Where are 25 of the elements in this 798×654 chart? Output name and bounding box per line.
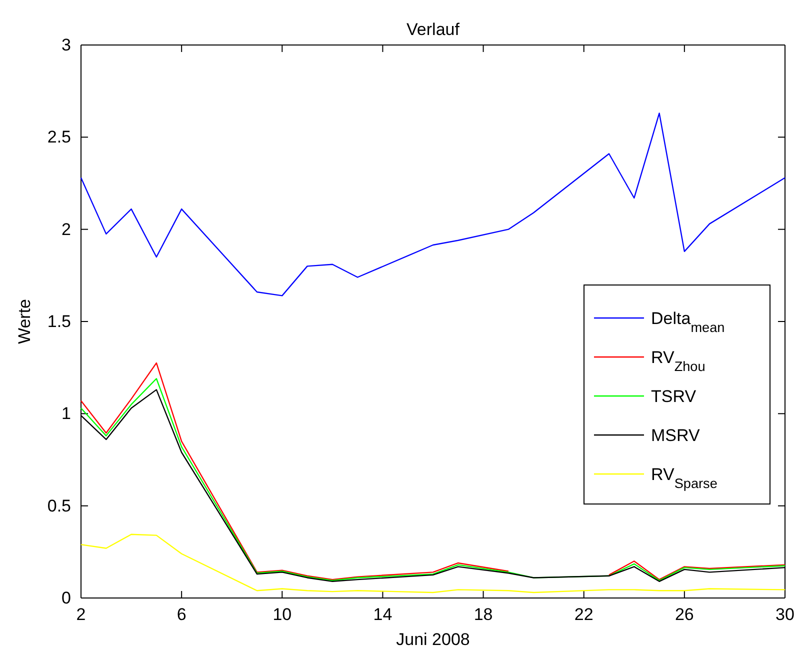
y-tick-label: 1.5 — [47, 312, 71, 331]
legend-label: RV$_{Zhou}$ — [651, 348, 706, 374]
x-tick-label: 2 — [76, 605, 86, 624]
x-axis-title: Juni 2008 — [396, 630, 470, 649]
y-tick-label: 2 — [62, 220, 71, 239]
legend-label: Delta$_{mean}$ — [651, 309, 725, 334]
x-tick-label: 22 — [574, 605, 594, 624]
y-tick-label: 3 — [62, 35, 71, 54]
x-tick-label: 18 — [474, 605, 493, 624]
x-tick-label: 30 — [776, 605, 794, 624]
x-tick-label: 14 — [373, 605, 392, 624]
x-tick-label: 6 — [176, 605, 186, 624]
x-tick-label: 10 — [272, 605, 292, 624]
y-tick-label: 1 — [62, 404, 71, 424]
legend-label: MSRV — [651, 426, 700, 445]
legend-label: RV$_{Sparse}$ — [651, 465, 718, 490]
y-tick-label: 0.5 — [47, 496, 71, 516]
chart-title: Verlauf — [406, 20, 460, 39]
legend-label: TSRV — [651, 387, 697, 406]
x-tick-label: 26 — [674, 605, 694, 624]
y-tick-label: 0 — [62, 588, 71, 608]
line-series — [80, 112, 786, 296]
y-axis-title: Werte — [15, 298, 34, 344]
line-series — [80, 534, 786, 594]
y-tick-label: 2.5 — [47, 128, 71, 147]
